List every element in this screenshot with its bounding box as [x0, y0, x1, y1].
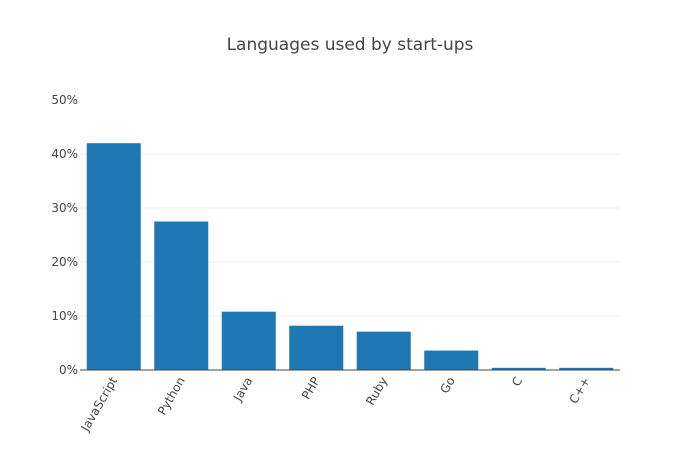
y-tick-label: 0% — [59, 363, 78, 377]
y-axis-ticks: 0% 10% 20% 30% 40% 50% — [51, 93, 78, 377]
y-tick-label: 10% — [51, 309, 78, 323]
x-tick-label: Python — [155, 375, 188, 418]
x-tick-label: Java — [230, 375, 255, 405]
y-tick-label: 50% — [51, 93, 78, 107]
x-tick-label: PHP — [299, 375, 323, 402]
x-axis-ticks: JavaScript Python Java PHP Ruby Go C C++ — [78, 374, 593, 434]
bar-c — [491, 367, 546, 370]
y-tick-label: 30% — [51, 201, 78, 215]
bar-go — [424, 350, 479, 370]
bar-php — [289, 325, 344, 370]
bar-ruby — [356, 331, 411, 370]
x-tick-label: C++ — [566, 375, 592, 407]
bar-javascript — [86, 143, 141, 370]
x-tick-label: C — [509, 375, 525, 389]
bar-c- — [559, 367, 614, 370]
bars — [86, 143, 614, 370]
y-tick-label: 40% — [51, 147, 78, 161]
x-tick-label: Ruby — [363, 375, 390, 408]
x-tick-label: JavaScript — [78, 374, 121, 434]
bar-python — [154, 221, 209, 370]
y-tick-label: 20% — [51, 255, 78, 269]
chart-title: Languages used by start-ups — [227, 35, 474, 55]
x-tick-label: Go — [437, 375, 457, 396]
bar-java — [221, 311, 276, 370]
